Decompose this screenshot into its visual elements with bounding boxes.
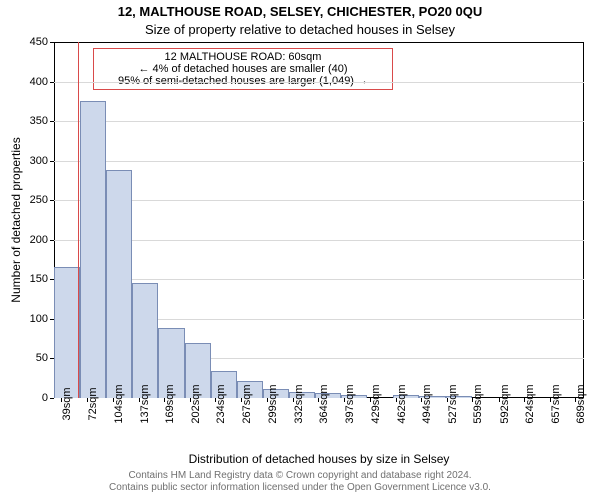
x-tick-label: 332sqm xyxy=(293,384,305,423)
histogram-bar xyxy=(54,267,80,398)
footer-line-1: Contains HM Land Registry data © Crown c… xyxy=(0,470,600,482)
y-tick-label: 450 xyxy=(30,36,48,48)
x-tick-label: 169sqm xyxy=(164,384,176,423)
y-tick-label: 250 xyxy=(30,194,48,206)
grid-line xyxy=(54,161,584,162)
x-tick-label: 234sqm xyxy=(215,384,227,423)
y-tick-mark xyxy=(50,42,54,43)
grid-line xyxy=(54,82,584,83)
x-tick-label: 39sqm xyxy=(61,387,73,420)
x-tick-label: 397sqm xyxy=(344,384,356,423)
x-tick-label: 202sqm xyxy=(190,384,202,423)
x-tick-label: 592sqm xyxy=(499,384,511,423)
y-tick-label: 400 xyxy=(30,76,48,88)
x-tick-label: 624sqm xyxy=(524,384,536,423)
x-tick-label: 267sqm xyxy=(241,384,253,423)
y-tick-label: 200 xyxy=(30,234,48,246)
plot-area: 12 MALTHOUSE ROAD: 60sqm ← 4% of detache… xyxy=(54,42,584,398)
grid-line xyxy=(54,200,584,201)
grid-line xyxy=(54,121,584,122)
x-tick-label: 104sqm xyxy=(113,384,125,423)
y-tick-label: 0 xyxy=(42,392,48,404)
grid-line xyxy=(54,279,584,280)
y-tick-label: 350 xyxy=(30,115,48,127)
x-axis-label: Distribution of detached houses by size … xyxy=(54,452,584,466)
y-tick-label: 300 xyxy=(30,155,48,167)
chart-subtitle: Size of property relative to detached ho… xyxy=(0,22,600,37)
marker-line xyxy=(78,42,79,398)
grid-line xyxy=(54,240,584,241)
histogram-bar xyxy=(106,170,132,398)
info-line-2: ← 4% of detached houses are smaller (40) xyxy=(98,63,388,75)
y-tick-mark xyxy=(50,398,54,399)
y-tick-mark xyxy=(50,200,54,201)
y-tick-label: 100 xyxy=(30,313,48,325)
x-tick-label: 429sqm xyxy=(370,384,382,423)
x-tick-label: 657sqm xyxy=(550,384,562,423)
footer-line-2: Contains public sector information licen… xyxy=(0,482,600,494)
y-tick-label: 150 xyxy=(30,273,48,285)
info-line-1: 12 MALTHOUSE ROAD: 60sqm xyxy=(98,51,388,63)
x-tick-label: 299sqm xyxy=(267,384,279,423)
info-box: 12 MALTHOUSE ROAD: 60sqm ← 4% of detache… xyxy=(93,48,393,90)
chart-container: 12, MALTHOUSE ROAD, SELSEY, CHICHESTER, … xyxy=(0,0,600,500)
x-tick-label: 462sqm xyxy=(396,384,408,423)
y-axis-label: Number of detached properties xyxy=(9,137,23,302)
x-tick-label: 494sqm xyxy=(421,384,433,423)
y-tick-mark xyxy=(50,82,54,83)
y-tick-mark xyxy=(50,161,54,162)
x-tick-label: 137sqm xyxy=(139,384,151,423)
x-tick-label: 364sqm xyxy=(318,384,330,423)
x-tick-label: 527sqm xyxy=(447,384,459,423)
y-tick-mark xyxy=(50,240,54,241)
y-tick-label: 50 xyxy=(36,352,48,364)
x-tick-label: 689sqm xyxy=(575,384,587,423)
x-tick-label: 72sqm xyxy=(87,387,99,420)
chart-title: 12, MALTHOUSE ROAD, SELSEY, CHICHESTER, … xyxy=(0,4,600,19)
y-tick-mark xyxy=(50,121,54,122)
histogram-bar xyxy=(132,283,158,398)
chart-footer: Contains HM Land Registry data © Crown c… xyxy=(0,470,600,494)
x-tick-label: 559sqm xyxy=(472,384,484,423)
histogram-bar xyxy=(80,101,106,398)
